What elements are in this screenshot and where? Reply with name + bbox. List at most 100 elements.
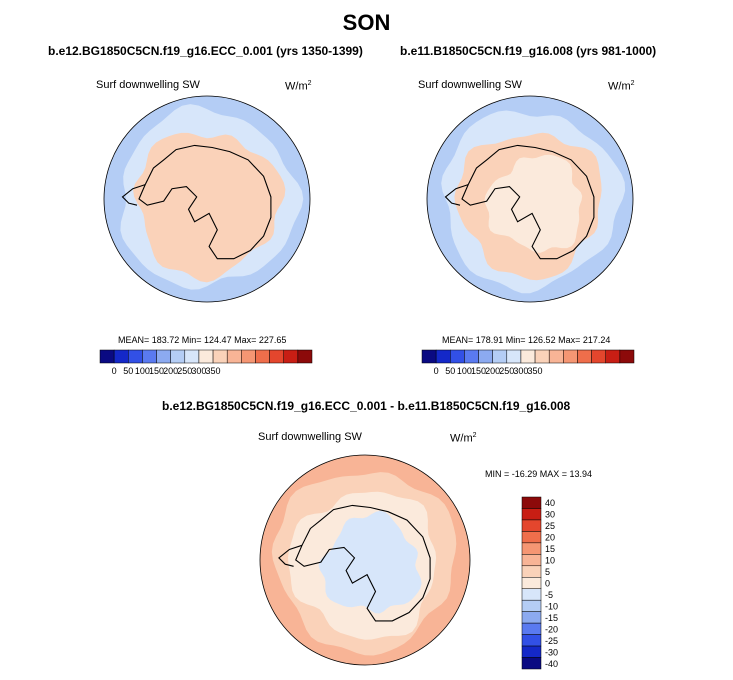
- peninsula-coastline: [444, 184, 469, 206]
- region-interior: [484, 154, 583, 253]
- colorbar-box: [605, 349, 621, 364]
- colorbar-tick-label: 25: [545, 521, 555, 531]
- panel2-colorbar: 0 50 100 150 200 250 300 350: [421, 349, 635, 376]
- colorbar-box: [591, 349, 606, 364]
- colorbar-box: [548, 349, 564, 364]
- colorbar-box: [521, 542, 542, 555]
- colorbar-box: [478, 349, 493, 364]
- colorbar-box: [464, 349, 479, 364]
- colorbar-box: [435, 349, 451, 364]
- colorbar-box: [421, 349, 437, 364]
- map-border: [259, 454, 471, 666]
- map-border: [103, 95, 311, 303]
- panel3-variable: Surf downwelling SW: [258, 431, 362, 443]
- colorbar-tick-label: 350: [528, 366, 543, 376]
- panel1-title: b.e12.BG1850C5CN.f19_g16.ECC_0.001 (yrs …: [48, 44, 363, 58]
- colorbar-tick-label: -40: [545, 659, 558, 669]
- colorbar-box: [534, 349, 550, 364]
- colorbar-tick-label: 150: [471, 366, 486, 376]
- colorbar-box: [521, 496, 542, 509]
- colorbar-box: [563, 349, 578, 364]
- colorbar-box: [156, 349, 171, 364]
- colorbar-box: [521, 554, 542, 567]
- region-interior: [163, 157, 259, 254]
- colorbar-tick-label: -10: [545, 601, 558, 611]
- colorbar-box: [212, 349, 228, 364]
- map-border: [426, 95, 634, 303]
- colorbar-tick-label: 50: [445, 366, 455, 376]
- colorbar-box: [521, 519, 542, 532]
- colorbar-tick-label: 200: [485, 366, 500, 376]
- colorbar-tick-label: -20: [545, 624, 558, 634]
- colorbar-tick-label: -30: [545, 647, 558, 657]
- colorbar-box: [521, 611, 542, 624]
- colorbar-tick-label: 15: [545, 544, 555, 554]
- colorbar-box: [142, 349, 157, 364]
- colorbar-box: [520, 349, 536, 364]
- panel1-units: W/m2: [285, 80, 312, 93]
- colorbar-box: [521, 577, 542, 589]
- colorbar-tick-label: -25: [545, 636, 558, 646]
- region-antarctica: [318, 510, 422, 614]
- panel1-variable: Surf downwelling SW: [96, 79, 200, 91]
- colorbar-tick-label: 100: [457, 366, 472, 376]
- panel1-stats: MEAN= 183.72 Min= 124.47 Max= 227.65: [118, 335, 287, 345]
- colorbar-box: [521, 622, 542, 635]
- colorbar-box: [113, 349, 129, 364]
- colorbar-box: [577, 349, 592, 364]
- peninsula-coastline: [121, 184, 146, 206]
- season-title: SON: [342, 10, 391, 35]
- colorbar-tick-label: 10: [545, 556, 555, 566]
- colorbar-tick-label: 250: [177, 366, 192, 376]
- colorbar-box: [521, 565, 542, 578]
- colorbar-box: [170, 349, 186, 364]
- panel2-stats: MEAN= 178.91 Min= 126.52 Max= 217.24: [442, 335, 611, 345]
- colorbar-tick-label: 0: [434, 366, 439, 376]
- colorbar-tick-label: 350: [206, 366, 221, 376]
- colorbar-box: [521, 645, 542, 658]
- map-panel-2: [426, 95, 634, 303]
- colorbar-box: [198, 349, 214, 364]
- panel3-stats: MIN = -16.29 MAX = 13.94: [485, 469, 593, 479]
- colorbar-tick-label: -5: [545, 590, 553, 600]
- colorbar-box: [128, 349, 143, 364]
- colorbar-tick-label: 20: [545, 533, 555, 543]
- colorbar-box: [506, 349, 522, 364]
- panel2-title: b.e11.B1850C5CN.f19_g16.008 (yrs 981-100…: [400, 44, 657, 58]
- colorbar-box: [283, 349, 299, 364]
- colorbar-tick-label: 40: [545, 498, 555, 508]
- map-panel-3: [259, 454, 471, 666]
- colorbar-tick-label: 100: [135, 366, 150, 376]
- colorbar-box: [226, 349, 242, 364]
- panel1-colorbar: 0 50 100 150 200 250 300 350: [99, 349, 313, 376]
- colorbar-box: [99, 349, 115, 364]
- antarctica-coastline: [295, 504, 431, 622]
- colorbar-tick-label: 0: [112, 366, 117, 376]
- panel2-units: W/m2: [608, 80, 635, 93]
- colorbar-box: [269, 349, 284, 364]
- colorbar-box: [297, 349, 313, 364]
- colorbar-tick-label: 300: [513, 366, 528, 376]
- colorbar-box: [184, 349, 200, 364]
- colorbar-box: [255, 349, 270, 364]
- colorbar-box: [521, 531, 542, 544]
- colorbar-box: [521, 508, 542, 521]
- colorbar-tick-label: 150: [149, 366, 164, 376]
- colorbar-box: [521, 634, 542, 647]
- panel2-variable: Surf downwelling SW: [418, 79, 522, 91]
- colorbar-box: [450, 349, 465, 364]
- panel3-units: W/m2: [450, 432, 477, 445]
- colorbar-tick-label: 30: [545, 510, 555, 520]
- colorbar-tick-label: 250: [499, 366, 514, 376]
- colorbar-tick-label: 5: [545, 567, 550, 577]
- panel3-title: b.e12.BG1850C5CN.f19_g16.ECC_0.001 - b.e…: [162, 399, 571, 413]
- colorbar-tick-label: 300: [191, 366, 206, 376]
- colorbar-box: [521, 588, 542, 601]
- colorbar-box: [521, 599, 542, 612]
- colorbar-box: [619, 349, 635, 364]
- colorbar-tick-label: 50: [123, 366, 133, 376]
- colorbar-tick-label: 200: [163, 366, 178, 376]
- colorbar-box: [241, 349, 256, 364]
